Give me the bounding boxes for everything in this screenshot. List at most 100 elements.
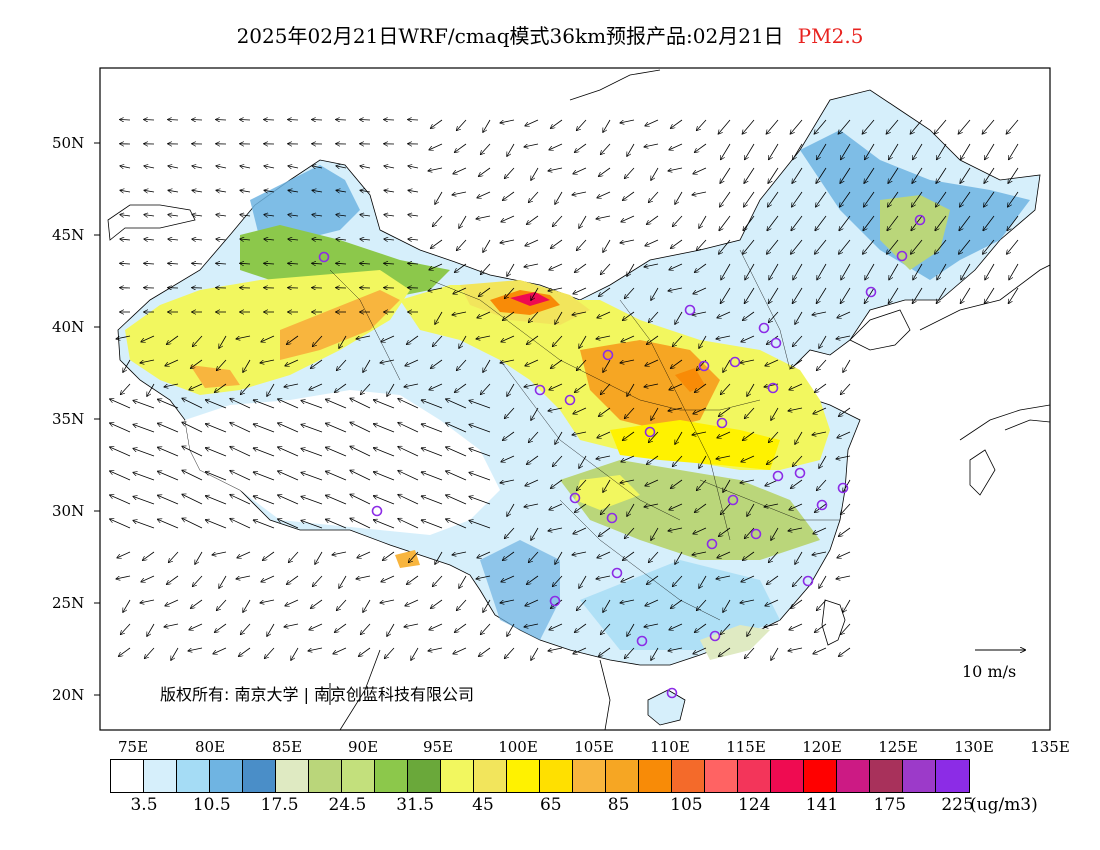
wind-arrow [745,527,755,538]
wind-arrow [911,239,923,254]
wind-arrow [887,215,899,230]
lon-label-95e: 95E [422,738,454,756]
wind-arrow [889,143,899,159]
wind-arrow [407,335,419,344]
wind-arrow [721,143,731,159]
wind-arrow [264,166,275,168]
wind-arrow [278,471,299,481]
wind-arrow [503,551,515,560]
wind-arrow [599,527,611,536]
wind-arrow [182,446,203,457]
wind-arrow [745,407,755,418]
colorbar-label: 3.5 [130,795,158,815]
wind-arrow [577,599,587,610]
colorbar-swatch [144,760,177,792]
wind-arrow [360,190,371,192]
wind-arrow [285,359,299,366]
wind-arrow [350,470,371,481]
wind-arrow [719,527,731,536]
wind-arrow [384,166,395,168]
lat-label-30n: 30N [52,502,85,520]
wind-arrow [457,359,467,370]
wind-arrow [668,647,683,651]
wind-arrow [284,623,299,627]
wind-arrow [819,455,827,468]
wind-arrow [771,527,779,540]
wind-arrow [983,215,995,230]
wind-arrow [240,239,251,240]
wind-arrow [507,383,515,396]
circle-marker-icon [750,528,762,540]
wind-arrow [767,575,779,584]
colorbar-swatch [936,760,969,792]
wind-arrow [843,599,851,612]
wind-arrow [549,623,563,630]
wind-arrow [625,647,635,658]
wind-arrow [841,383,851,394]
colorbar-swatch [540,760,573,792]
wind-arrow [795,311,803,324]
wind-arrow [168,120,179,121]
wind-arrow [288,263,299,264]
wind-arrow [525,599,539,606]
wind-arrow [236,575,251,579]
wind-arrow [164,383,179,387]
colorbar-label: 225 [941,795,974,815]
wind-arrow [601,143,611,154]
wind-arrow [599,647,611,656]
wind-arrow [407,575,419,584]
wind-arrow [459,335,467,348]
wind-arrow [792,167,803,183]
wind-arrow [216,239,227,240]
wind-arrow [673,335,683,346]
wind-arrow [384,190,395,192]
wind-arrow [500,119,515,123]
wind-arrow [237,551,251,558]
wind-arrow [241,623,251,634]
wind-arrow [469,401,491,409]
wind-arrow [744,167,755,183]
wind-arrow [446,447,467,457]
wind-arrow [267,623,275,636]
wind-arrow [816,167,827,183]
wind-arrow [1009,263,1019,280]
wind-arrow [505,407,515,418]
wind-arrow [182,494,203,505]
wind-arrow [745,263,755,280]
wind-arrow [261,335,275,342]
wind-arrow [644,143,659,147]
wind-arrow [887,239,899,254]
wind-arrow [312,166,323,168]
lat-label-45n: 45N [52,226,85,244]
wind-arrow [723,599,731,612]
wind-arrow [813,527,827,534]
wind-arrow [312,120,323,121]
wind-arrow [326,471,347,481]
wind-arrow [360,215,371,216]
wind-arrow [336,166,347,168]
wind-arrow [384,120,395,121]
wind-arrow [288,190,299,192]
wind-arrow [278,519,299,529]
wind-arrow [647,335,659,344]
wind-arrow [889,287,899,303]
wind-arrow [573,647,587,654]
colorbar-label: 65 [539,795,562,815]
wind-arrow [264,263,275,264]
wind-arrow [431,119,443,128]
wind-arrow [168,263,179,264]
wind-arrow [599,287,611,296]
colorbar-swatch [375,760,408,792]
wind-arrow [838,119,851,134]
wind-arrow [374,472,395,481]
wind-arrow [301,473,323,481]
wind-arrow [647,575,659,584]
wind-arrow [645,119,659,126]
wind-arrow [236,335,251,339]
wind-arrow [575,143,587,152]
lon-label-130e: 130E [954,738,994,756]
wind-arrow [481,263,491,274]
wind-arrow [240,190,251,192]
lon-label-115e: 115E [726,738,766,756]
wind-arrow [429,623,443,630]
